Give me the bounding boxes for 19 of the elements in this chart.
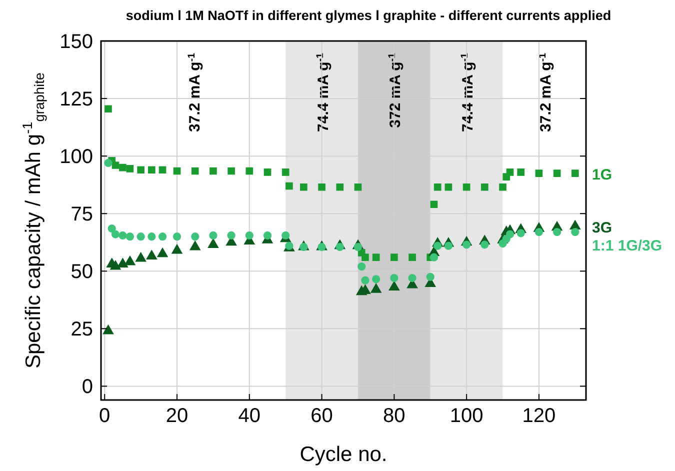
y-tick-label: 125: [60, 88, 93, 111]
y-tick-label: 50: [70, 261, 93, 284]
y-tick-label: 100: [60, 146, 93, 168]
x-tick-label: 120: [522, 405, 556, 427]
x-tick-label: 80: [383, 405, 406, 427]
x-tick-label: 20: [166, 405, 188, 427]
series-label: 1:1 1G/3G: [592, 237, 662, 254]
x-tick-label: 40: [238, 405, 261, 427]
chart-title: sodium l 1M NaOTf in different glymes l graphite - different currents applied: [126, 8, 612, 23]
y-tick-label: 75: [70, 204, 93, 226]
x-tick-label: 60: [310, 405, 333, 427]
x-tick-label: 100: [450, 405, 484, 427]
series-label: 1G: [592, 166, 612, 184]
y-tick-label: 150: [60, 31, 93, 53]
x-tick-label: 0: [99, 405, 110, 427]
y-tick-label: 0: [82, 376, 93, 398]
x-axis-title: Cycle no.: [300, 443, 388, 466]
y-tick-label: 25: [70, 318, 93, 341]
series-label: 3G: [592, 219, 612, 236]
